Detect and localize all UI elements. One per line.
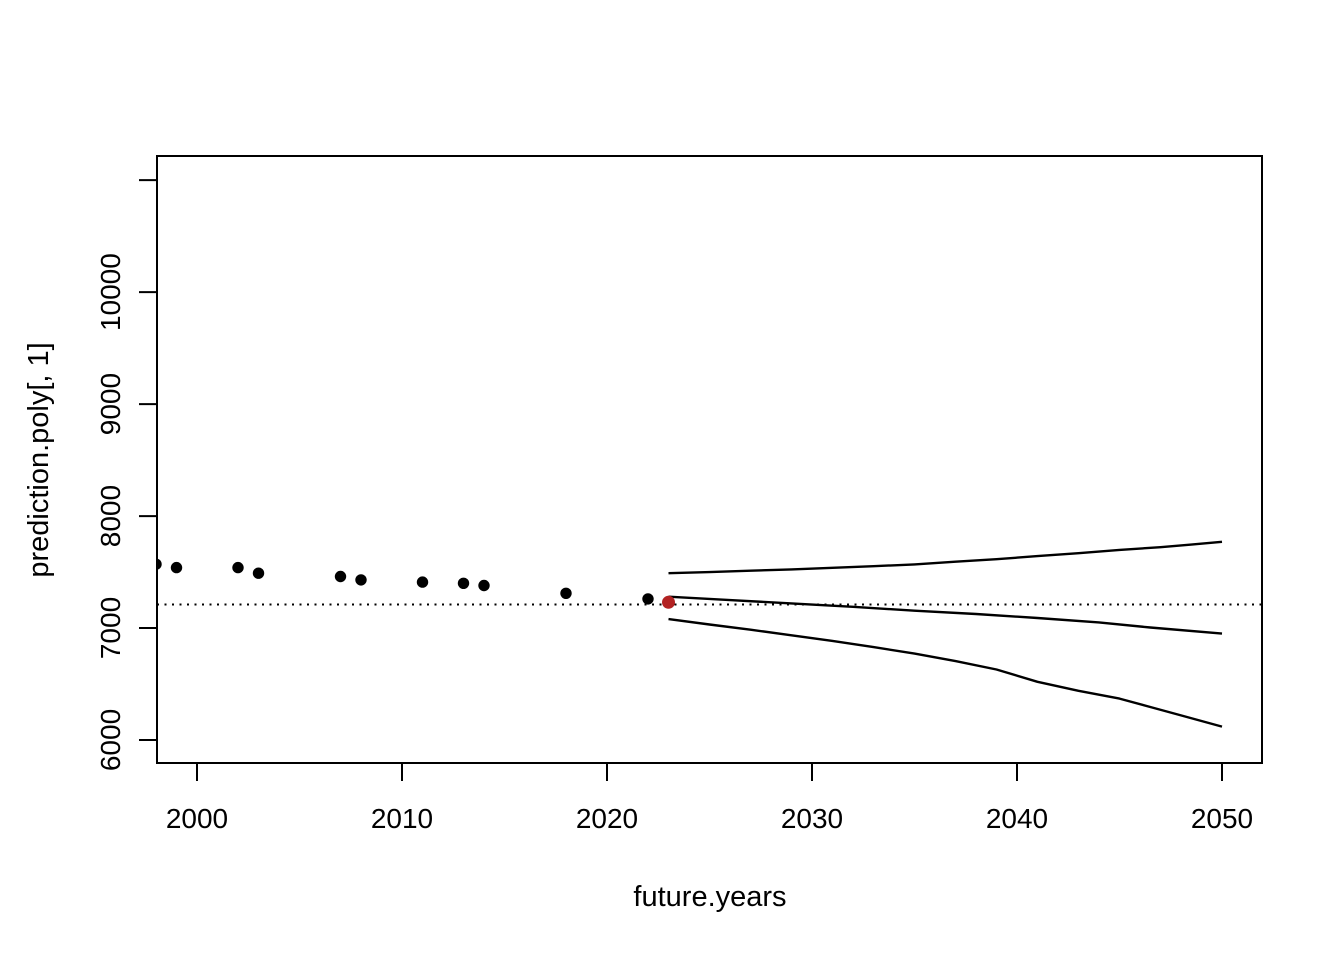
highlight-point: [662, 595, 675, 609]
y-tick-label: 10000: [95, 253, 126, 331]
lower-prediction-bound: [668, 617, 1223, 728]
data-point: [334, 570, 347, 583]
data-point: [158, 558, 162, 570]
x-axis-title: future.years: [633, 881, 786, 913]
data-point: [232, 561, 244, 574]
axis-layer: 2000 2010 2020 2030 2040 2050 6000 7000 8000 9000…: [95, 179, 1253, 834]
data-point: [252, 567, 265, 579]
data-layer: [158, 540, 1261, 728]
y-tick-label: 6000: [95, 709, 126, 771]
data-point: [642, 593, 654, 605]
x-tick-label: 2000: [166, 803, 228, 834]
data-point: [457, 577, 470, 589]
x-tick-label: 2050: [1191, 803, 1253, 834]
y-tick-label: 7000: [95, 597, 126, 659]
data-point: [355, 574, 367, 586]
data-point: [416, 576, 429, 588]
y-axis-title: prediction.poly[, 1]: [23, 342, 55, 577]
data-point: [478, 579, 490, 592]
x-tick-label: 2040: [986, 803, 1048, 834]
y-tick-label: 9000: [95, 373, 126, 435]
x-tick-label: 2010: [371, 803, 433, 834]
upper-prediction-bound: [668, 540, 1223, 575]
fit-line: [668, 595, 1223, 635]
x-tick-label: 2020: [576, 803, 638, 834]
data-point: [560, 587, 572, 599]
plot-border-box: [156, 155, 1263, 764]
data-point: [170, 561, 183, 574]
x-tick-label: 2030: [781, 803, 843, 834]
y-tick-label: 8000: [95, 485, 126, 547]
